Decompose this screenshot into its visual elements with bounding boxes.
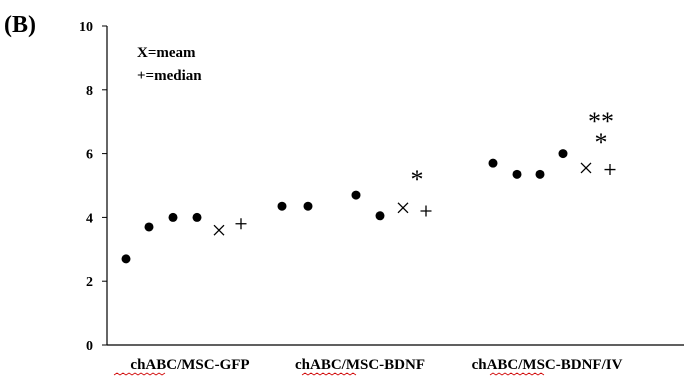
- median-marker: [420, 205, 432, 217]
- data-point: [535, 169, 545, 179]
- panel-label: (B): [4, 12, 36, 38]
- median-marker: [235, 218, 247, 230]
- y-tick-label: 10: [79, 20, 93, 35]
- mean-marker: [580, 162, 592, 174]
- y-tick-label: 4: [86, 211, 93, 226]
- axes: [106, 26, 684, 346]
- y-ticks: 0 2 4 6 8 10: [79, 20, 107, 354]
- data-point: [558, 149, 568, 159]
- data-point: [303, 201, 313, 211]
- y-tick-label: 2: [86, 275, 93, 290]
- spellcheck-underline: [113, 372, 166, 376]
- spellcheck-underline: [301, 372, 357, 376]
- data-point: [121, 254, 131, 264]
- mean-marker: [397, 202, 409, 214]
- data-point: [351, 190, 361, 200]
- median-marker: [604, 164, 616, 176]
- data-point: [375, 211, 385, 221]
- spellcheck-underline: [489, 372, 545, 376]
- x-category-label: chABC/MSC-GFP: [130, 357, 249, 373]
- x-categories: chABC/MSC-GFP chABC/MSC-BDNF chABC/MSC-BDN…: [113, 357, 623, 376]
- significance-marker: *: [595, 128, 608, 157]
- legend-mean-entry: X=meam: [137, 45, 196, 61]
- significance-marker: **: [588, 107, 614, 136]
- data-point: [277, 201, 287, 211]
- y-tick-label: 0: [86, 339, 93, 354]
- data-point: [192, 212, 202, 222]
- x-category-label: chABC/MSC-BDNF: [295, 357, 425, 373]
- legend: X=meam +=median: [137, 45, 202, 84]
- data-point: [168, 212, 178, 222]
- data-point: [512, 169, 522, 179]
- y-tick-label: 8: [86, 84, 93, 99]
- data-marks: ****: [121, 107, 616, 264]
- x-category-label: chABC/MSC-BDNF/IV: [472, 357, 623, 373]
- y-tick-label: 6: [86, 148, 93, 163]
- mean-marker: [213, 224, 225, 236]
- data-point: [144, 222, 154, 232]
- data-point: [488, 158, 498, 168]
- legend-median-entry: +=median: [137, 68, 202, 84]
- significance-marker: *: [411, 165, 424, 194]
